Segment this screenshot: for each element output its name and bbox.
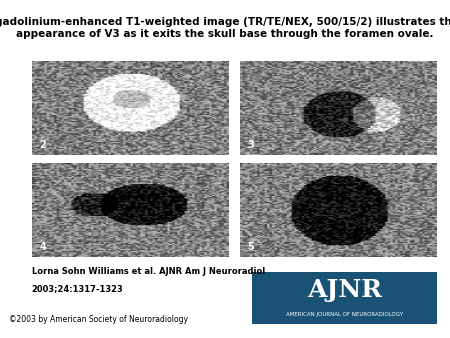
Text: ©2003 by American Society of Neuroradiology: ©2003 by American Society of Neuroradiol…: [9, 315, 188, 324]
Text: 4: 4: [40, 242, 46, 252]
Text: 3: 3: [248, 140, 254, 150]
Text: 2003;24:1317-1323: 2003;24:1317-1323: [32, 284, 123, 293]
Text: 5: 5: [248, 242, 254, 252]
Text: AJNR: AJNR: [307, 279, 382, 303]
Text: Lorna Sohn Williams et al. AJNR Am J Neuroradiol: Lorna Sohn Williams et al. AJNR Am J Neu…: [32, 267, 265, 276]
Text: AMERICAN JOURNAL OF NEURORADIOLOGY: AMERICAN JOURNAL OF NEURORADIOLOGY: [286, 312, 403, 316]
Text: Coronal gadolinium-enhanced T1-weighted image (TR/TE/NEX, 500/15/2) illustrates : Coronal gadolinium-enhanced T1-weighted …: [0, 17, 450, 39]
Text: 2: 2: [40, 140, 46, 150]
